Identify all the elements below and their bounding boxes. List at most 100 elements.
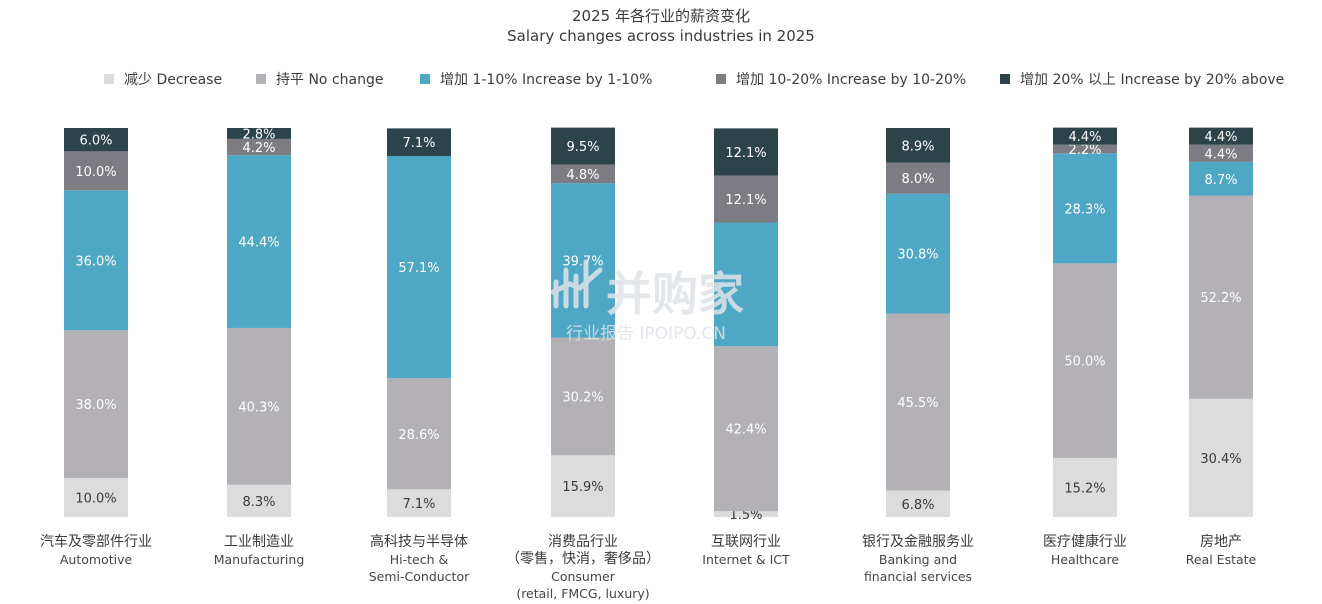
bar-segment-5-5 [714, 128, 778, 176]
data-label-8-2: 52.2% [1200, 291, 1241, 306]
bar-segment-5-3 [714, 222, 778, 347]
data-label-5-1: 1.5% [729, 508, 762, 523]
bar-segment-7-1 [1053, 457, 1117, 517]
category-label-3: 高科技与半导体 Hi-tech & Semi-Conductor [324, 534, 514, 585]
legend-label-1: 减少 Decrease [124, 72, 223, 88]
bar-segment-5-1 [714, 511, 778, 517]
bar-segment-2-1 [227, 484, 291, 517]
category-label-2: 工业制造业 Manufacturing [164, 534, 354, 568]
category-label-8: 房地产 Real Estate [1126, 534, 1316, 568]
legend-swatch-2 [256, 74, 266, 84]
data-label-4-1: 15.9% [562, 480, 603, 495]
bar-segment-8-4 [1189, 144, 1253, 162]
bar-segment-1-2 [64, 330, 128, 479]
legend-item-1: 减少 Decrease [104, 69, 222, 89]
category-label-zh: 高科技与半导体 [370, 534, 468, 550]
data-label-8-1: 30.4% [1200, 452, 1241, 467]
bar-segment-5-4 [714, 175, 778, 223]
bar-segment-6-2 [886, 313, 950, 491]
data-label-6-1: 6.8% [901, 498, 934, 513]
category-label-zh: 消费品行业 [548, 534, 618, 550]
bar-segment-2-4 [227, 138, 291, 156]
data-label-7-1: 15.2% [1064, 481, 1105, 496]
data-label-7-4: 2.2% [1068, 143, 1101, 158]
data-label-4-3: 39.7% [562, 254, 603, 269]
category-label-en: Real Estate [1185, 552, 1257, 567]
category-label-7: 医疗健康行业 Healthcare [990, 534, 1180, 568]
data-label-1-2: 38.0% [75, 398, 116, 413]
bar-segment-4-3 [551, 183, 615, 338]
data-label-2-5: 2.8% [242, 127, 275, 142]
data-label-1-1: 10.0% [75, 492, 116, 507]
legend-label-2: 持平 No change [276, 72, 384, 88]
category-label-zh: 房地产 [1200, 534, 1242, 550]
data-label-8-3: 8.7% [1204, 173, 1237, 188]
bar-segment-6-3 [886, 193, 950, 314]
watermark-brand: 并购家 [606, 267, 744, 321]
data-label-6-3: 30.8% [897, 248, 938, 263]
chart-subtitle: Salary changes across industries in 2025 [507, 27, 815, 45]
bar-segment-2-3 [227, 155, 291, 328]
category-label-en: Manufacturing [213, 552, 305, 567]
bar-segment-3-5 [387, 128, 451, 157]
category-label-6: 银行及金融服务业 Banking and financial services [823, 534, 1013, 585]
category-label-zh-sub: （零售，快消，奢侈品） [506, 551, 660, 567]
data-label-4-2: 30.2% [562, 390, 603, 405]
data-label-2-1: 8.3% [242, 495, 275, 510]
data-label-1-5: 6.0% [79, 134, 112, 149]
category-label-en: Internet & ICT [702, 552, 790, 567]
legend-swatch-1 [104, 74, 114, 84]
data-label-6-5: 8.9% [901, 139, 934, 154]
bar-segment-8-5 [1189, 127, 1253, 145]
category-label-en: Consumer [551, 569, 615, 584]
bar-segment-3-1 [387, 489, 451, 517]
category-label-5: 互联网行业 Internet & ICT [651, 534, 841, 568]
data-label-5-5: 12.1% [725, 146, 766, 161]
legend-swatch-3 [420, 74, 430, 84]
category-label-en: financial services [863, 569, 973, 584]
legend-item-3: 增加 1-10% Increase by 1-10% [420, 69, 652, 89]
data-label-3-5: 7.1% [402, 136, 435, 151]
bar-segment-1-3 [64, 190, 128, 331]
legend-swatch-5 [1000, 74, 1010, 84]
bar-segment-2-2 [227, 327, 291, 485]
watermark-sub: 行业报告 IPOIPO.CN [566, 324, 726, 344]
category-label-en: Semi-Conductor [368, 569, 470, 584]
data-label-1-4: 10.0% [75, 165, 116, 180]
bar-segment-1-4 [64, 151, 128, 191]
data-label-2-2: 40.3% [238, 400, 279, 415]
bar-segment-2-5 [227, 128, 291, 139]
data-label-3-2: 28.6% [398, 428, 439, 443]
bar-segment-6-4 [886, 162, 950, 194]
bar-segment-8-3 [1189, 161, 1253, 196]
data-label-3-3: 57.1% [398, 261, 439, 276]
data-label-6-2: 45.5% [897, 396, 938, 411]
category-label-1: 汽车及零部件行业 Automotive [1, 534, 191, 568]
bar-segment-6-5 [886, 128, 950, 163]
data-label-2-4: 4.2% [242, 141, 275, 156]
data-label-4-5: 9.5% [566, 140, 599, 155]
data-label-7-2: 50.0% [1064, 355, 1105, 370]
bar-segment-7-5 [1053, 127, 1117, 145]
chart-title: 2025 年各行业的薪资变化 [572, 7, 750, 25]
data-label-5-4: 12.1% [725, 193, 766, 208]
category-label-zh: 银行及金融服务业 [862, 534, 974, 550]
legend-item-2: 持平 No change [256, 69, 383, 89]
bar-segment-4-5 [551, 127, 615, 165]
bar-segment-4-2 [551, 337, 615, 456]
data-label-1-3: 36.0% [75, 254, 116, 269]
data-label-3-1: 7.1% [402, 497, 435, 512]
data-label-2-3: 44.4% [238, 236, 279, 251]
category-label-en: Hi-tech & [389, 552, 449, 567]
legend-label-3: 增加 1-10% Increase by 1-10% [440, 72, 653, 88]
bar-segment-8-1 [1189, 398, 1253, 517]
bar-segment-4-1 [551, 455, 615, 517]
category-label-en: Banking and [878, 552, 958, 567]
legend-label-5: 增加 20% 以上 Increase by 20% above [1020, 72, 1285, 88]
bar-segment-7-2 [1053, 263, 1117, 458]
data-label-4-4: 4.8% [566, 168, 599, 183]
category-label-en: Healthcare [1050, 552, 1120, 567]
legend-item-4: 增加 10-20% Increase by 10-20% [716, 69, 966, 89]
bar-segment-7-4 [1053, 144, 1117, 154]
